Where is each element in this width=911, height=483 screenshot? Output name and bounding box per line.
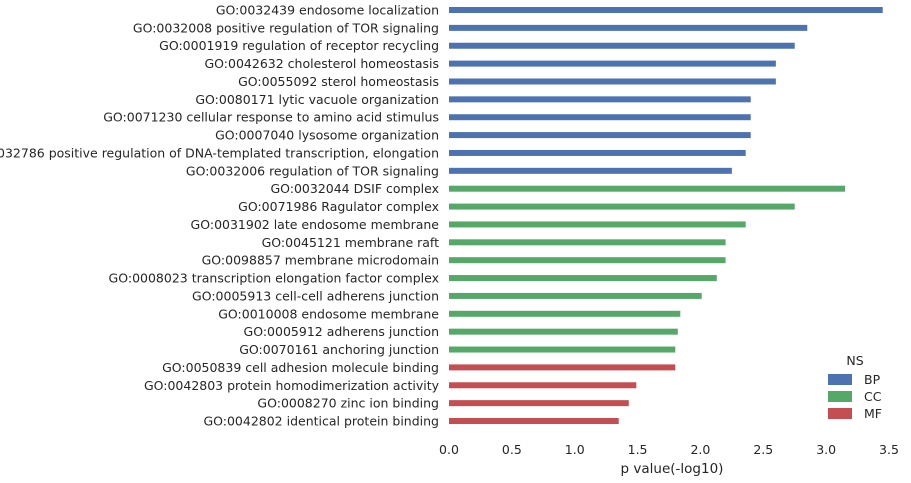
x-tick-label: 3.0	[816, 442, 836, 457]
category-label: GO:0032006 regulation of TOR signaling	[186, 163, 439, 178]
bar-cc	[449, 292, 702, 299]
category-label: GO:0042802 identical protein binding	[203, 414, 439, 429]
category-label: GO:0071986 Ragulator complex	[238, 199, 439, 214]
category-label: GO:0098857 membrane microdomain	[202, 253, 439, 268]
bar-bp	[449, 24, 808, 31]
bar-cc	[449, 257, 726, 264]
x-axis-title: p value(-log10)	[621, 461, 724, 477]
legend: NS BP CC MF	[828, 353, 882, 421]
category-label: GO:0050839 cell adhesion molecule bindin…	[162, 360, 439, 375]
category-label: GO:0008023 transcription elongation fact…	[109, 271, 439, 286]
category-label: GO:0032786 positive regulation of DNA-te…	[0, 145, 439, 160]
category-label: GO:0001919 regulation of receptor recycl…	[159, 38, 439, 53]
bar-bp	[449, 132, 751, 139]
category-label: GO:0008270 zinc ion binding	[257, 396, 439, 411]
category-label: GO:0032044 DSIF complex	[270, 181, 439, 196]
category-label: GO:0042632 cholesterol homeostasis	[205, 56, 440, 71]
x-tick-label: 2.5	[753, 442, 773, 457]
bar-bp	[449, 114, 751, 121]
bar-bp	[449, 149, 746, 156]
category-label: GO:0071230 cellular response to amino ac…	[103, 110, 439, 125]
bar-bp	[449, 167, 732, 174]
x-tick-label: 1.0	[565, 442, 585, 457]
category-label: GO:0032439 endosome localization	[216, 3, 439, 18]
x-tick-label: 2.0	[690, 442, 710, 457]
bar-mf	[449, 364, 676, 371]
x-tick-label: 0.0	[439, 442, 459, 457]
category-label: GO:0031902 late endosome membrane	[191, 217, 440, 232]
bar-cc	[449, 275, 717, 282]
bar-cc	[449, 203, 795, 210]
legend-label-bp: BP	[864, 372, 881, 387]
category-label: GO:0005912 adherens junction	[244, 324, 439, 339]
bar-cc	[449, 239, 726, 246]
category-label: GO:0010008 endosome membrane	[218, 306, 439, 321]
bar-bp	[449, 42, 795, 49]
legend-label-cc: CC	[864, 389, 882, 404]
bars-layer	[449, 7, 883, 425]
x-axis-ticks: 0.0 0.5 1.0 1.5 2.0 2.5 3.0 3.5	[439, 442, 899, 457]
legend-swatch-cc	[828, 391, 852, 402]
legend-swatch-bp	[828, 374, 852, 385]
category-label: GO:0045121 membrane raft	[262, 235, 440, 250]
bar-mf	[449, 400, 629, 407]
bar-cc	[449, 310, 681, 317]
bar-bp	[449, 7, 883, 13]
bar-cc	[449, 346, 676, 353]
bar-mf	[449, 382, 637, 389]
x-tick-label: 0.5	[502, 442, 522, 457]
x-tick-label: 3.5	[879, 442, 899, 457]
category-label: GO:0032008 positive regulation of TOR si…	[133, 20, 439, 35]
bar-cc	[449, 185, 845, 192]
bar-bp	[449, 78, 776, 85]
category-label: GO:0007040 lysosome organization	[215, 128, 439, 143]
legend-title: NS	[846, 353, 863, 368]
bar-bp	[449, 60, 776, 67]
legend-label-mf: MF	[864, 406, 882, 421]
bar-cc	[449, 328, 678, 335]
category-label: GO:0055092 sterol homeostasis	[238, 74, 439, 89]
category-label: GO:0042803 protein homodimerization acti…	[144, 378, 440, 393]
legend-swatch-mf	[828, 408, 852, 419]
x-tick-label: 1.5	[628, 442, 648, 457]
category-label: GO:0005913 cell-cell adherens junction	[192, 288, 439, 303]
bar-cc	[449, 221, 746, 228]
category-labels: GO:0032439 endosome localization GO:00320…	[0, 3, 440, 429]
category-label: GO:0080171 lytic vacuole organization	[195, 92, 439, 107]
bar-mf	[449, 418, 619, 425]
bar-bp	[449, 96, 751, 103]
category-label: GO:0070161 anchoring junction	[239, 342, 439, 357]
